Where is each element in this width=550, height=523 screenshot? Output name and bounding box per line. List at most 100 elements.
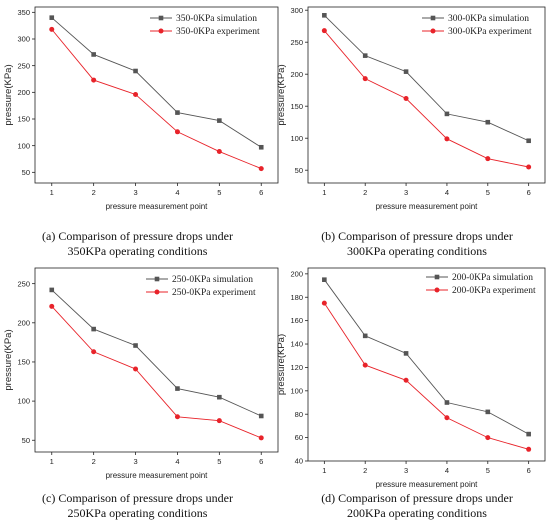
y-axis-label: pressure(KPa) [3, 64, 14, 125]
y-tick-label: 200 [290, 70, 303, 79]
chart-caption-d: (d) Comparison of pressure drops under 2… [287, 491, 547, 521]
x-tick-label: 3 [133, 188, 137, 197]
line-chart-b: 50 100 150 200 250 300 1 2 3 4 5 6 pressure measurem… [276, 6, 546, 211]
series-line-1 [323, 279, 529, 435]
chart-panel-c: 50 100 150 200 250 1 2 3 4 5 6 pressure measurement… [0, 267, 279, 521]
data-point-square [444, 400, 450, 405]
data-point-square [217, 394, 222, 400]
series-line-2 [323, 302, 529, 450]
data-point-circle [526, 164, 532, 170]
data-point-square [403, 69, 409, 74]
series-line-1 [324, 14, 529, 142]
x-tick-label: 1 [322, 466, 326, 475]
data-point-circle [49, 26, 55, 32]
y-tick-label: 80 [295, 410, 303, 419]
x-tick-label: 5 [217, 188, 221, 197]
caption-line-2: 250KPa operating conditions [67, 506, 208, 520]
data-point-square [362, 333, 368, 339]
data-point-circle [403, 377, 409, 383]
data-point-circle [174, 414, 180, 420]
chart-caption-c: (c) Comparison of pressure drops under 2… [0, 491, 275, 521]
caption-line-2: 350KPa operating conditions [67, 244, 208, 258]
x-tick-label: 5 [486, 466, 490, 475]
data-point-square [175, 110, 180, 115]
data-point-circle [133, 91, 139, 97]
caption-line-1: (b) Comparison of pressure drops under [321, 229, 513, 243]
legend-label: 300-0KPa experiment [448, 27, 532, 37]
data-point-circle [91, 349, 97, 355]
caption-line-1: (d) Comparison of pressure drops under [321, 491, 513, 505]
x-tick-label: 4 [175, 457, 179, 466]
y-tick-label: 140 [290, 340, 303, 349]
x-tick-label: 1 [50, 188, 54, 197]
y-tick-label: 160 [290, 316, 303, 325]
x-tick-label: 5 [486, 188, 490, 197]
y-axis-label: pressure(KPa) [276, 334, 287, 395]
data-point-square [485, 119, 491, 125]
legend-marker-circle [154, 289, 160, 295]
legend-marker-square [158, 15, 164, 21]
data-point-square [444, 111, 450, 117]
data-point-square [322, 277, 327, 282]
y-tick-label: 50 [295, 166, 303, 175]
y-tick-label: 250 [290, 38, 303, 47]
y-tick-label: 50 [22, 436, 30, 445]
y-tick-label: 100 [17, 141, 30, 150]
data-point-square [133, 68, 138, 74]
data-point-square [526, 431, 531, 437]
plot-frame [307, 6, 546, 184]
plot-frame [34, 267, 279, 453]
data-point-square [91, 52, 96, 57]
data-point-square [362, 53, 368, 58]
y-tick-label: 60 [295, 433, 303, 442]
data-point-circle [91, 77, 97, 83]
data-point-circle [526, 446, 532, 452]
caption-line-2: 300KPa operating conditions [347, 244, 487, 258]
series-line-2 [51, 29, 262, 170]
plot-frame [34, 6, 279, 184]
data-point-circle [321, 300, 327, 306]
x-axis-label: pressure measurement point [376, 202, 479, 211]
data-point-circle [485, 435, 491, 441]
x-tick-label: 2 [363, 188, 367, 197]
y-tick-label: 200 [17, 88, 30, 97]
chart-caption-a: (a) Comparison of pressure drops under 3… [0, 229, 275, 259]
y-tick-label: 120 [290, 363, 303, 372]
data-point-square [322, 13, 327, 18]
data-point-circle [444, 415, 450, 421]
x-tick-label: 4 [175, 188, 179, 197]
data-point-square [403, 351, 409, 356]
line-chart-a: 50 100 150 200 250 300 350 1 2 3 4 5 6 pressure measu… [3, 6, 279, 211]
legend-label: 250-0KPa experiment [172, 288, 256, 298]
legend-label: 250-0KPa simulation [172, 275, 253, 285]
series-line-1 [51, 289, 262, 417]
data-point-square [175, 386, 180, 391]
x-tick-label: 6 [259, 188, 263, 197]
legend-label: 200-0KPa experiment [452, 286, 536, 296]
x-tick-label: 6 [527, 188, 531, 197]
data-point-circle [444, 136, 450, 142]
y-tick-label: 150 [17, 358, 30, 367]
data-point-circle [174, 129, 180, 135]
y-tick-label: 300 [17, 35, 30, 44]
data-point-square [258, 144, 264, 150]
y-tick-label: 100 [17, 397, 30, 406]
data-point-square [217, 118, 222, 123]
data-point-circle [362, 362, 368, 368]
legend-marker-circle [430, 28, 436, 34]
caption-line-1: (c) Comparison of pressure drops under [42, 491, 233, 505]
data-point-square [49, 287, 55, 293]
y-tick-label: 100 [290, 386, 303, 395]
data-point-circle [258, 166, 264, 172]
line-chart-c: 50 100 150 200 250 1 2 3 4 5 6 pressure measurement… [3, 267, 279, 480]
x-axis-label: pressure measurement point [106, 471, 209, 480]
caption-line-1: (a) Comparison of pressure drops under [42, 229, 233, 243]
legend-label: 350-0KPa experiment [176, 27, 260, 37]
x-tick-label: 1 [322, 188, 326, 197]
y-tick-label: 350 [17, 8, 30, 17]
y-tick-label: 200 [17, 318, 30, 327]
x-tick-label: 3 [133, 457, 137, 466]
legend-label: 200-0KPa simulation [452, 273, 533, 283]
data-point-square [526, 138, 531, 144]
x-tick-label: 1 [50, 457, 54, 466]
